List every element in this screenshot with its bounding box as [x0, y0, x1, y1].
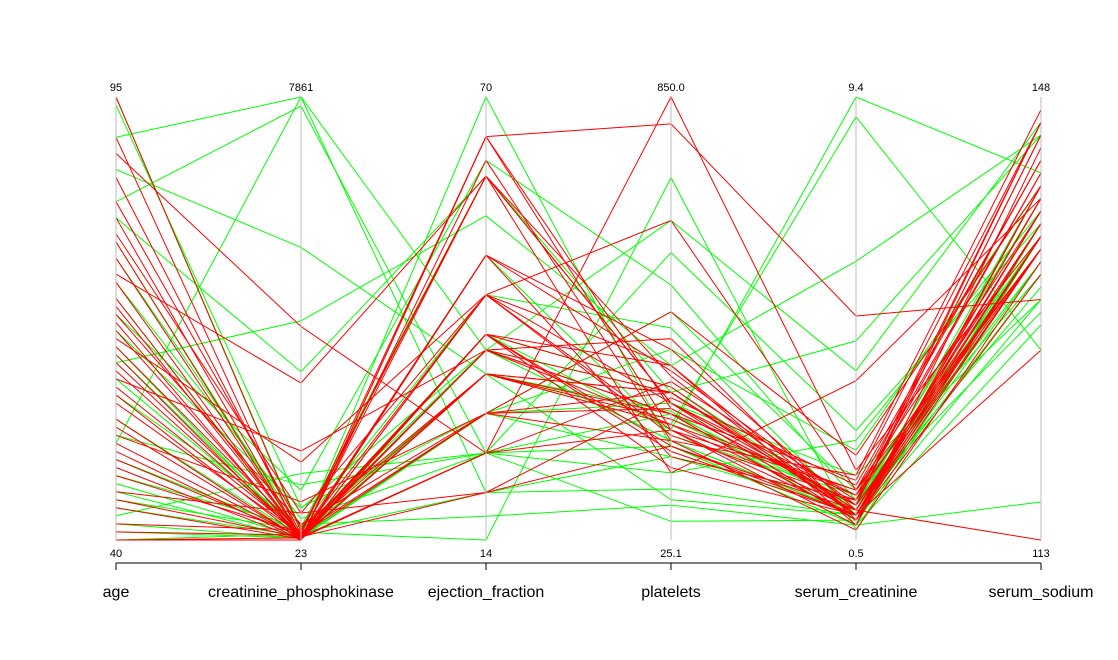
axis-max-label: 9.4 [848, 82, 863, 94]
series-lines [115, 95, 1042, 541]
series-line-green [115, 445, 1042, 539]
axis-name-label: ejection_fraction [428, 584, 545, 601]
axis-max-label: 148 [1032, 82, 1050, 94]
series-line-red [115, 160, 1042, 514]
series-line-red [116, 134, 1042, 541]
series-line-red [115, 122, 1042, 540]
axis-min-label: 40 [110, 548, 122, 560]
series-line-red [115, 223, 1042, 541]
axis-max-label: 70 [480, 82, 492, 94]
series-line-red [115, 210, 1042, 539]
axis-name-label: serum_creatinine [795, 584, 918, 601]
series-line-green [115, 96, 1042, 444]
series-line-red [115, 210, 1042, 541]
series-line-red [115, 261, 1042, 536]
axis-max-label: 95 [110, 82, 122, 94]
axes-group: 95 40 age 7861 23 creatinine_phosphokinase 70 1… [103, 82, 1094, 601]
axis-min-label: 25.1 [660, 548, 681, 560]
series-line-green [115, 185, 1042, 539]
series-line-red [115, 210, 1042, 537]
axis-max-label: 7861 [289, 82, 313, 94]
series-line-red [115, 122, 1042, 539]
series-line-red [115, 134, 1042, 539]
axis-min-label: 0.5 [848, 548, 863, 560]
series-line-red [115, 235, 1042, 534]
series-line-red [115, 248, 1042, 538]
series-line-red [115, 123, 1042, 536]
series-line-red [115, 172, 1042, 536]
series-line-red [115, 198, 1042, 540]
series-line-red [115, 147, 1042, 541]
series-line-red [115, 175, 1042, 474]
series-line-green [115, 223, 1042, 486]
series-line-green [115, 134, 1042, 393]
series-line-red [115, 248, 1042, 537]
axis-name-label: age [103, 584, 130, 601]
axis-max-label: 850.0 [657, 82, 685, 94]
series-line-green [115, 299, 1042, 522]
series-line-green [115, 134, 1042, 367]
axis-name-label: serum_sodium [989, 584, 1094, 601]
axis-min-label: 23 [295, 548, 307, 560]
series-line-red [115, 248, 1042, 537]
axis-name-label: creatinine_phosphokinase [208, 584, 394, 601]
series-line-red [115, 235, 1042, 540]
series-line-red [115, 273, 1042, 521]
axis-min-label: 113 [1032, 548, 1050, 560]
series-line-red [115, 109, 1042, 540]
axis-min-label: 14 [480, 548, 492, 560]
axis-name-label: platelets [641, 584, 701, 601]
